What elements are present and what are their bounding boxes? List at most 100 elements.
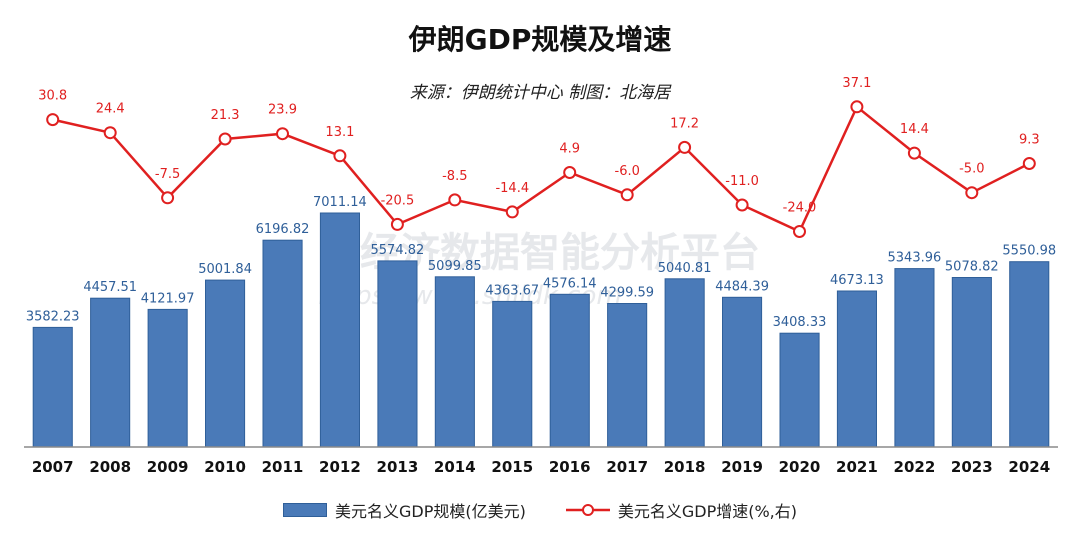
line-label-2011: 23.9 [268, 103, 297, 118]
line-label-2022: 14.4 [900, 122, 929, 137]
legend-item-bar[interactable]: 美元名义GDP规模(亿美元) [282, 498, 526, 522]
line-point-2017 [620, 188, 634, 202]
line-point-2008 [103, 126, 117, 140]
x-tick-2024: 2024 [1008, 458, 1050, 476]
x-tick-2007: 2007 [32, 458, 74, 476]
bar-2010 [205, 279, 246, 448]
bar-2012 [319, 212, 360, 448]
line-label-2012: 13.1 [325, 125, 354, 140]
line-point-2023 [965, 186, 979, 200]
chart-legend: 美元名义GDP规模(亿美元) 美元名义GDP增速(%,右) [0, 498, 1080, 522]
line-label-2013: -20.5 [381, 193, 415, 208]
bar-label-2014: 5099.85 [428, 259, 482, 274]
bar-2007 [32, 326, 73, 448]
bar-label-2015: 4363.67 [485, 283, 539, 298]
bar-2021 [836, 290, 878, 448]
bar-label-2024: 5550.98 [1002, 244, 1056, 259]
line-point-2010 [218, 132, 232, 146]
bar-2011 [262, 239, 303, 448]
line-point-2021 [850, 100, 864, 114]
line-point-2007 [46, 113, 60, 127]
bar-label-2007: 3582.23 [26, 309, 80, 324]
bar-2023 [951, 277, 992, 448]
x-tick-2008: 2008 [89, 458, 131, 476]
bar-label-2023: 5078.82 [945, 260, 999, 275]
bar-label-2009: 4121.97 [141, 291, 195, 306]
line-label-2018: 17.2 [670, 116, 699, 131]
x-tick-2009: 2009 [147, 458, 189, 476]
x-tick-2010: 2010 [204, 458, 246, 476]
line-label-2017: -6.0 [615, 164, 640, 179]
line-point-2013 [390, 217, 404, 231]
x-tick-2018: 2018 [664, 458, 706, 476]
legend-bar-swatch [282, 503, 327, 517]
line-label-2014: -8.5 [442, 169, 467, 184]
bar-label-2018: 5040.81 [658, 261, 712, 276]
x-tick-2014: 2014 [434, 458, 476, 476]
x-tick-2020: 2020 [779, 458, 821, 476]
bar-label-2016: 4576.14 [543, 276, 597, 291]
bar-2019 [722, 296, 763, 448]
line-point-2024 [1022, 157, 1036, 170]
x-tick-2023: 2023 [951, 458, 993, 476]
bar-2014 [434, 276, 475, 448]
line-label-2024: 9.3 [1019, 133, 1040, 148]
line-point-2011 [276, 127, 289, 141]
x-tick-2016: 2016 [549, 458, 591, 476]
line-point-2015 [505, 205, 519, 219]
bar-2015 [492, 300, 533, 448]
line-point-2016 [563, 166, 577, 179]
chart-subtitle: 来源：伊朗统计中心 制图：北海居 [409, 83, 671, 103]
bar-2016 [549, 293, 590, 448]
x-tick-2011: 2011 [262, 458, 304, 476]
line-label-2020: -24.0 [783, 201, 817, 216]
line-point-2014 [448, 193, 462, 207]
legend-line-label: 美元名义GDP增速(%,右) [617, 502, 797, 521]
bar-2013 [377, 260, 418, 448]
line-point-2012 [333, 149, 347, 163]
x-tick-2017: 2017 [606, 458, 648, 476]
bar-label-2010: 5001.84 [198, 262, 252, 277]
line-label-2021: 37.1 [842, 76, 871, 91]
bar-2020 [779, 332, 820, 448]
bar-2017 [607, 303, 648, 448]
bar-2024 [1009, 261, 1050, 448]
bar-label-2021: 4673.13 [830, 273, 884, 288]
line-point-2019 [735, 198, 749, 212]
bar-label-2008: 4457.51 [83, 280, 137, 295]
line-label-2007: 30.8 [38, 89, 67, 104]
bar-2009 [147, 308, 188, 448]
bar-label-2017: 4299.59 [600, 286, 654, 301]
x-tick-2019: 2019 [721, 458, 763, 476]
x-tick-2012: 2012 [319, 458, 361, 476]
watermark-text: 经济数据智能分析平台 [360, 230, 760, 276]
legend-line-swatch [565, 504, 610, 516]
bar-2018 [664, 278, 705, 448]
line-point-2020 [793, 225, 806, 238]
bar-2008 [90, 297, 131, 448]
x-tick-2015: 2015 [491, 458, 533, 476]
bar-label-2012: 7011.14 [313, 195, 367, 210]
x-tick-2022: 2022 [894, 458, 936, 476]
line-point-2018 [678, 140, 692, 154]
line-label-2016: 4.9 [559, 142, 580, 157]
x-tick-2013: 2013 [377, 458, 419, 476]
chart-title: 伊朗GDP规模及增速 [408, 23, 672, 56]
growth-line [52, 104, 1030, 234]
line-label-2008: 24.4 [96, 102, 125, 117]
bar-2022 [894, 268, 935, 448]
x-tick-2021: 2021 [836, 458, 878, 476]
bar-label-2020: 3408.33 [773, 315, 827, 330]
line-label-2009: -7.5 [155, 167, 180, 182]
line-point-2022 [907, 146, 921, 160]
line-label-2010: 21.3 [211, 108, 240, 123]
bar-label-2019: 4484.39 [715, 279, 769, 294]
line-label-2019: -11.0 [725, 174, 759, 189]
line-point-2009 [161, 191, 175, 205]
line-label-2023: -5.0 [959, 162, 984, 177]
legend-item-line[interactable]: 美元名义GDP增速(%,右) [565, 498, 797, 522]
bar-label-2011: 6196.82 [256, 222, 310, 237]
bar-label-2022: 5343.96 [888, 251, 942, 266]
legend-bar-label: 美元名义GDP规模(亿美元) [334, 502, 526, 521]
